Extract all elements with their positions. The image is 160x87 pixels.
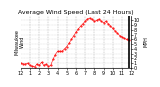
Y-axis label: MPH: MPH <box>143 36 148 47</box>
Y-axis label: Milwaukee
Wind: Milwaukee Wind <box>14 29 25 55</box>
Title: Average Wind Speed (Last 24 Hours): Average Wind Speed (Last 24 Hours) <box>18 10 134 15</box>
